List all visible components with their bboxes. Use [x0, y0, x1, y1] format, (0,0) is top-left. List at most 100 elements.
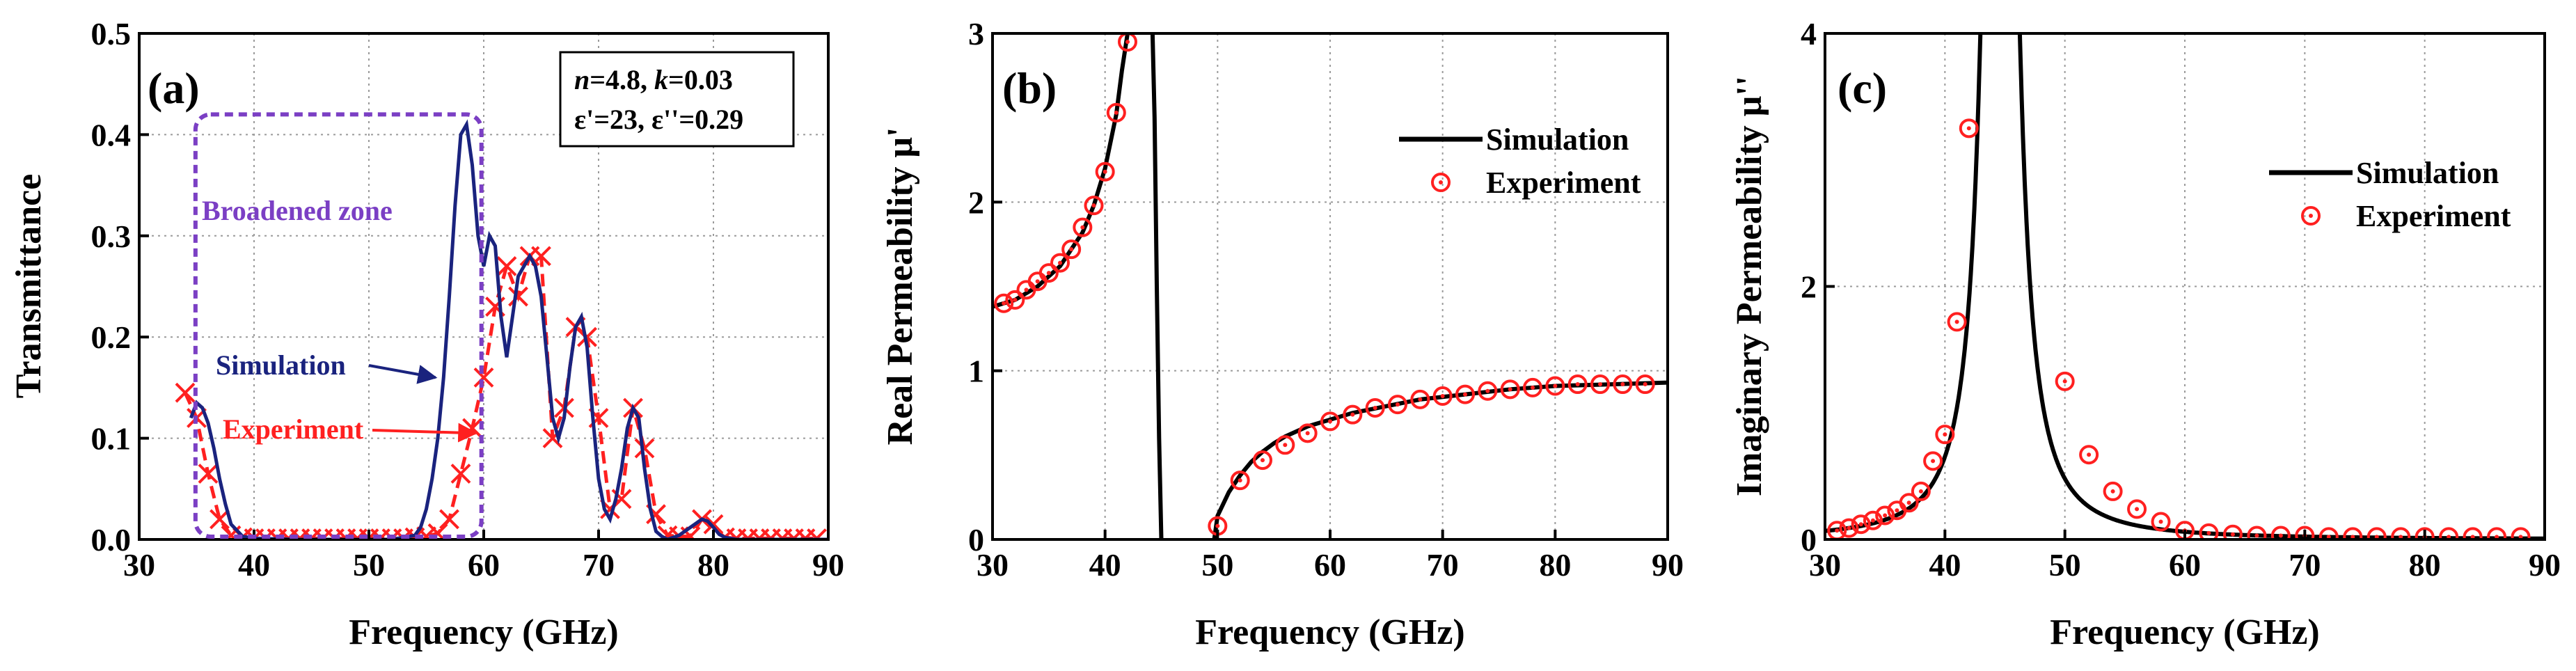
experiment-point [1253, 450, 1272, 471]
experiment-point [2247, 526, 2267, 539]
broadened-zone-box [193, 112, 484, 539]
legend-c-experiment-label: Experiment [2356, 199, 2511, 233]
x-tick-label: 40 [1089, 547, 1121, 583]
x-tick-label: 30 [1809, 547, 1841, 583]
legend-b-experiment-marker [1431, 173, 1451, 192]
experiment-point [1935, 425, 1955, 445]
experiment-point [2318, 527, 2339, 539]
experiment-point-a [439, 509, 459, 530]
experiment-point-a [634, 438, 655, 459]
experiment-point-a [531, 246, 551, 267]
experiment-point [994, 293, 1014, 313]
experiment-point [1320, 411, 1340, 432]
y-tick-label: 0.4 [91, 117, 132, 152]
annotation-simulation: Simulation [216, 349, 346, 381]
y-tick-label: 0.0 [91, 522, 132, 558]
experiment-point [1365, 397, 1385, 418]
experiment-point [1388, 395, 1407, 415]
y-tick-label: 1 [968, 354, 984, 389]
param-k-symbol: k [654, 64, 668, 95]
parameter-box: n=4.8, k=0.03 ε'=23, ε''=0.29 [559, 51, 795, 148]
x-tick-label: 80 [697, 547, 729, 583]
experiment-point [2055, 371, 2075, 391]
experiment-point [1523, 377, 1542, 397]
param-n-symbol: n [574, 64, 590, 95]
x-tick-label: 60 [2169, 547, 2201, 583]
panel-a-transmittance: 30 40 50 60 70 80 90 0.0 0.1 0.2 0.3 0.4 0.5 (a) n=4… [9, 16, 844, 652]
experiment-point [2199, 523, 2219, 539]
parameter-box-frame [559, 51, 795, 148]
param-n-value: =4.8, [590, 64, 654, 95]
panel-c-imaginary-permeability: 30 40 50 60 70 80 90 0 2 4 (c) Simulation Experim… [1730, 16, 2561, 652]
x-tick-label: 30 [123, 547, 155, 583]
experiment-point-a [175, 382, 196, 403]
ticks-b: 30 40 50 60 70 80 90 0 1 2 3 [968, 16, 1684, 583]
experiment-point-a [198, 464, 219, 484]
y-tick-label: 0 [1801, 522, 1817, 558]
plot-area-b [993, 33, 1668, 539]
x-tick-label: 60 [468, 547, 500, 583]
plot-area-a [175, 119, 828, 539]
experiment-point [2079, 445, 2099, 465]
x-tick-label: 50 [1201, 547, 1233, 583]
param-k-value: =0.03 [668, 64, 733, 95]
x-tick-label: 90 [1652, 547, 1684, 583]
broadened-zone-label: Broadened zone [202, 195, 393, 226]
x-tick-label: 90 [2529, 547, 2561, 583]
x-tick-label: 70 [583, 547, 615, 583]
experiment-point [2103, 481, 2123, 501]
experiment-point [2343, 527, 2363, 539]
experiment-point [2463, 527, 2483, 539]
x-tick-label: 50 [353, 547, 385, 583]
ticks-c: 30 40 50 60 70 80 90 0 2 4 [1801, 16, 2561, 583]
x-tick-label: 90 [812, 547, 844, 583]
experiment-point [1839, 518, 1859, 538]
x-tick-label: 40 [238, 547, 270, 583]
experiment-point [1500, 379, 1520, 400]
y-tick-label: 0.3 [91, 219, 132, 254]
y-tick-label: 0.1 [91, 421, 132, 457]
x-tick-label: 60 [1314, 547, 1346, 583]
grid-c [1825, 33, 2545, 539]
experiment-point-a [210, 509, 230, 530]
x-tick-label: 70 [2289, 547, 2321, 583]
y-axis-label-b: Real Permeability μ' [880, 127, 920, 445]
y-tick-label: 0 [968, 522, 984, 558]
experiment-point [2487, 527, 2507, 539]
experiment-point [1038, 263, 1059, 283]
legend-b-simulation-label: Simulation [1486, 123, 1629, 157]
experiment-point-a [508, 286, 528, 307]
x-tick-label: 80 [1539, 547, 1571, 583]
experiment-point [1875, 505, 1895, 526]
legend-c-experiment-marker [2301, 206, 2321, 226]
panel-b-real-permeability: 30 40 50 60 70 80 90 0 1 2 3 (b) Simulation Experi… [880, 16, 1684, 652]
x-axis-label-b: Frequency (GHz) [1195, 613, 1465, 652]
simulation-line-a [189, 119, 828, 539]
experiment-point [1635, 374, 1655, 395]
y-tick-label: 4 [1801, 16, 1817, 52]
experiment-point [1545, 376, 1565, 396]
simulation-line-c [1825, 33, 2545, 539]
experiment-point [1567, 374, 1588, 395]
experiment-point [1061, 239, 1082, 260]
experiment-point [1863, 510, 1883, 530]
parameter-line-2: ε'=23, ε''=0.29 [574, 104, 743, 135]
experiment-point-a [473, 367, 494, 388]
experiment-point [1275, 435, 1295, 455]
experiment-point [2151, 512, 2171, 532]
annotation-experiment: Experiment [223, 413, 364, 445]
experiment-point [2439, 527, 2459, 539]
legend-b: Simulation Experiment [1399, 123, 1641, 200]
experiment-point [1410, 389, 1430, 409]
experiment-point [2222, 524, 2243, 539]
experiment-point [1106, 102, 1126, 123]
panel-label-b: (b) [1002, 63, 1057, 113]
x-axis-label-c: Frequency (GHz) [2050, 613, 2320, 652]
x-tick-label: 30 [977, 547, 1009, 583]
experiment-point [1947, 312, 1967, 332]
y-axis-label-c: Imaginary Permeability μ'' [1730, 76, 1769, 496]
experiment-point [1911, 481, 1931, 501]
experiment-point [1084, 196, 1104, 216]
experiment-point [1343, 404, 1363, 425]
